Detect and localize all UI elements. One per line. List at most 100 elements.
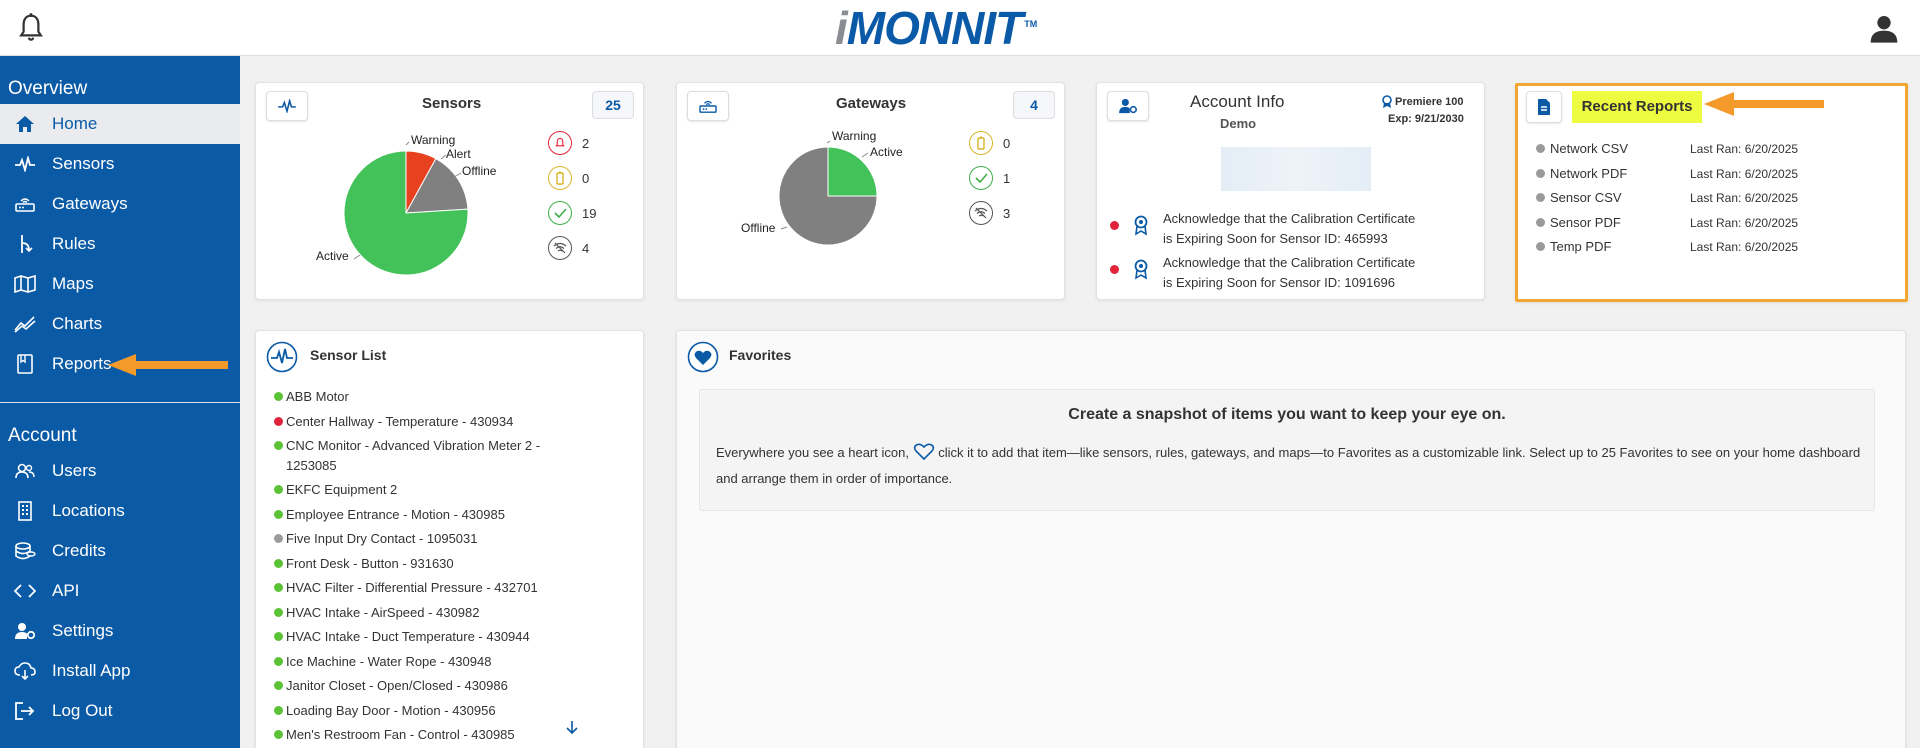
- monnit-logo[interactable]: i MONNIT TM: [835, 2, 1037, 54]
- pie-slice-offline[interactable]: [405, 157, 469, 214]
- sidebar-item-reports[interactable]: Reports: [0, 344, 240, 384]
- pie-label-warning: Warning: [411, 133, 456, 147]
- pie-label-offline: Offline: [741, 221, 776, 235]
- gateways-card-button[interactable]: [687, 91, 729, 121]
- sidebar-item-label: Sensors: [52, 154, 115, 173]
- callout-arrow-reports: [108, 354, 228, 376]
- report-name: Sensor PDF: [1550, 215, 1621, 230]
- building-icon: [12, 500, 38, 522]
- document-icon: [1538, 99, 1550, 115]
- sensor-name: HVAC Filter - Differential Pressure - 43…: [286, 580, 538, 595]
- sensor-status-alert[interactable]: 2: [548, 131, 589, 155]
- account-info-card: Account Info Demo Premiere 100 Exp: 9/21…: [1096, 82, 1485, 300]
- pie-slice-active[interactable]: [827, 146, 878, 197]
- sensor-status-battery[interactable]: 0: [548, 166, 589, 190]
- report-name: Temp PDF: [1550, 239, 1612, 254]
- favorites-title: Favorites: [729, 347, 792, 363]
- sensors-card-button[interactable]: [266, 91, 308, 121]
- sensor-list-item[interactable]: Employee Entrance - Motion - 430985: [274, 505, 564, 525]
- pie-slice-active[interactable]: [343, 150, 469, 276]
- gateways-card-title: Gateways: [836, 95, 907, 112]
- sidebar-item-credits[interactable]: Credits: [0, 531, 240, 571]
- sidebar-item-maps[interactable]: Maps: [0, 264, 240, 304]
- gateways-card: Gateways 4 Warning Active Offline 0 1 3: [676, 82, 1065, 300]
- report-item[interactable]: Sensor CSV Last Ran: 6/20/2025: [1536, 190, 1798, 205]
- logo-text: MONNIT: [846, 2, 1023, 54]
- sensor-list-item[interactable]: Five Input Dry Contact - 1095031: [274, 529, 564, 549]
- status-dot: [1536, 193, 1545, 202]
- sensor-list-item[interactable]: CNC Monitor - Advanced Vibration Meter 2…: [274, 436, 564, 476]
- favorites-heading: Create a snapshot of items you want to k…: [1068, 406, 1506, 423]
- report-item[interactable]: Network PDF Last Ran: 6/20/2025: [1536, 166, 1798, 181]
- badge-icon: [1382, 95, 1392, 108]
- gateway-status-active[interactable]: 1: [969, 166, 1010, 190]
- sidebar-item-label: Install App: [52, 661, 131, 680]
- cloud-download-icon: [12, 660, 38, 682]
- status-dot: [274, 607, 283, 617]
- pie-slice-offline[interactable]: [778, 146, 878, 246]
- certificate-icon: [1134, 215, 1148, 236]
- bell-icon[interactable]: [16, 12, 46, 44]
- sensor-status-value: 19: [582, 205, 597, 221]
- sensor-name: Front Desk - Button - 931630: [286, 555, 454, 571]
- account-name: Demo: [1220, 116, 1257, 131]
- sensor-list-item[interactable]: Janitor Closet - Open/Closed - 430986: [274, 676, 564, 696]
- sensor-status-offline[interactable]: 4: [548, 236, 589, 260]
- pie-label-active: Active: [870, 145, 903, 159]
- sensor-list-item[interactable]: ABB Motor: [274, 387, 564, 407]
- sidebar-item-rules[interactable]: Rules: [0, 224, 240, 264]
- sensor-list-item[interactable]: HVAC Intake - AirSpeed - 430982: [274, 603, 564, 623]
- report-name: Network PDF: [1550, 166, 1628, 181]
- gateways-count[interactable]: 4: [1013, 91, 1055, 119]
- notice-line2: is Expiring Soon for Sensor ID: 1091696: [1163, 275, 1395, 290]
- sensor-list-item[interactable]: EKFC Equipment 2: [274, 480, 564, 500]
- report-item[interactable]: Sensor PDF Last Ran: 6/20/2025: [1536, 215, 1798, 230]
- sidebar-item-home[interactable]: Home: [0, 104, 240, 144]
- sidebar-item-users[interactable]: Users: [0, 451, 240, 491]
- plan-expiration: Exp: 9/21/2030: [1388, 113, 1464, 125]
- sidebar-item-locations[interactable]: Locations: [0, 491, 240, 531]
- sensors-count[interactable]: 25: [592, 91, 634, 119]
- sidebar-item-charts[interactable]: Charts: [0, 304, 240, 344]
- report-item[interactable]: Temp PDF Last Ran: 6/20/2025: [1536, 239, 1798, 254]
- sensor-name: Employee Entrance - Motion - 430985: [286, 506, 505, 522]
- sensor-list-item[interactable]: Center Hallway - Temperature - 430934: [274, 412, 564, 432]
- favorites-empty-state: Create a snapshot of items you want to k…: [699, 389, 1875, 511]
- gateway-status-offline[interactable]: 3: [969, 201, 1010, 225]
- sidebar-item-sensors[interactable]: Sensors: [0, 144, 240, 184]
- calibration-notice[interactable]: Acknowledge that the Calibration Certifi…: [1110, 209, 1415, 249]
- status-dot: [274, 392, 283, 401]
- scroll-down-arrow-icon[interactable]: [564, 719, 580, 735]
- reports-card-button[interactable]: [1526, 91, 1562, 123]
- sensor-list-item[interactable]: HVAC Intake - Duct Temperature - 430944: [274, 627, 564, 647]
- sidebar-item-log-out[interactable]: Log Out: [0, 691, 240, 731]
- sensor-status-active[interactable]: 19: [548, 201, 596, 225]
- sidebar-item-label: Users: [52, 461, 97, 480]
- pulse-icon: [12, 153, 38, 175]
- calibration-notice[interactable]: Acknowledge that the Calibration Certifi…: [1110, 253, 1415, 293]
- sensor-list-item[interactable]: Front Desk - Button - 931630: [274, 554, 564, 574]
- plan-name: Premiere 100: [1395, 96, 1464, 108]
- top-bar: i MONNIT TM: [0, 0, 1920, 56]
- sensor-list-item[interactable]: Loading Bay Door - Motion - 430956: [274, 701, 564, 721]
- sidebar-item-install-app[interactable]: Install App: [0, 651, 240, 691]
- code-icon: [12, 580, 38, 602]
- report-last-ran: Last Ran: 6/20/2025: [1690, 239, 1799, 254]
- sensor-list-item[interactable]: Ice Machine - Water Rope - 430948: [274, 652, 564, 672]
- user-gear-icon: [1119, 98, 1137, 114]
- sensor-list-item[interactable]: Men's Restroom Fan - Control - 430985: [274, 725, 564, 745]
- recent-reports-card: Recent Reports Network CSV Last Ran: 6/2…: [1515, 83, 1908, 302]
- sensor-name: HVAC Intake - AirSpeed - 430982: [286, 604, 480, 620]
- sidebar-item-settings[interactable]: Settings: [0, 611, 240, 651]
- report-item[interactable]: Network CSV Last Ran: 6/20/2025: [1536, 141, 1798, 156]
- sensor-list-item[interactable]: HVAC Filter - Differential Pressure - 43…: [274, 578, 564, 598]
- gateway-status-battery[interactable]: 0: [969, 131, 1010, 155]
- sidebar-item-api[interactable]: API: [0, 571, 240, 611]
- notice-line2: is Expiring Soon for Sensor ID: 465993: [1163, 231, 1388, 246]
- status-dot: [274, 583, 283, 592]
- account-card-button[interactable]: [1107, 91, 1149, 121]
- user-icon[interactable]: [1868, 12, 1900, 44]
- sidebar-item-gateways[interactable]: Gateways: [0, 184, 240, 224]
- sensor-name: Center Hallway - Temperature - 430934: [286, 413, 514, 429]
- report-last-ran: Last Ran: 6/20/2025: [1690, 190, 1799, 205]
